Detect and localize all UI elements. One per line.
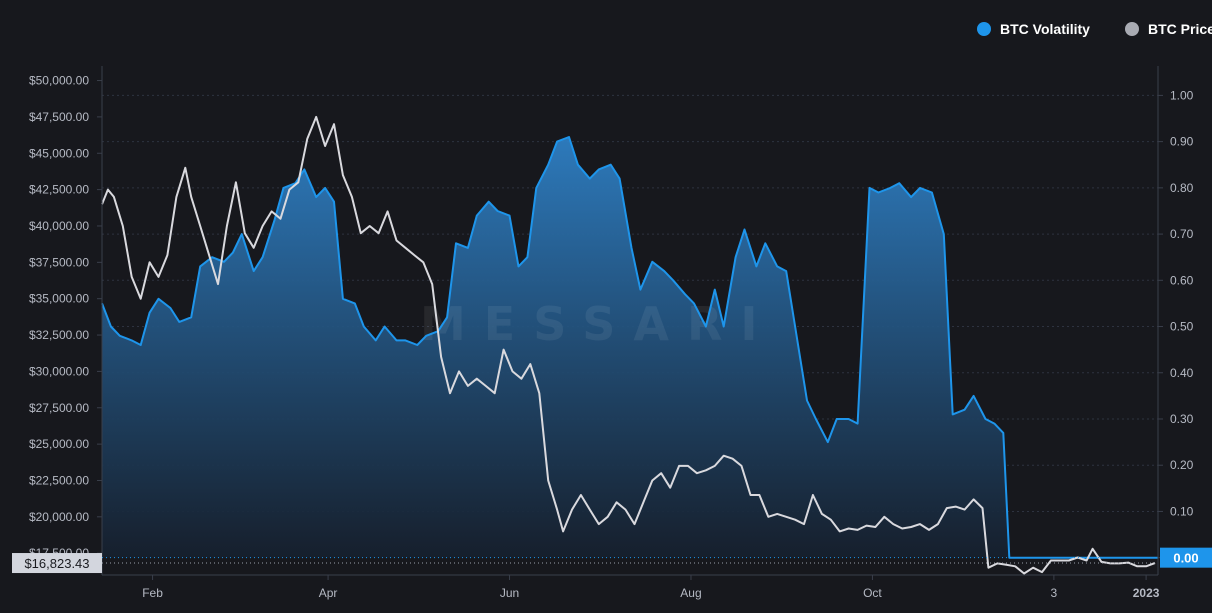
last-price-badge-label: $16,823.43 xyxy=(24,556,89,571)
left-axis-tick-label: $37,500.00 xyxy=(29,255,89,269)
right-axis: 0.000.100.200.300.400.500.600.700.800.90… xyxy=(1157,66,1194,575)
right-axis-tick-label: 0.50 xyxy=(1170,320,1194,334)
right-axis-tick-label: 0.10 xyxy=(1170,504,1194,518)
x-axis: Feb Apr Jun Aug Oct 3 2023 xyxy=(102,574,1160,600)
x-axis-tick-label: Aug xyxy=(680,586,701,600)
price-legend-dot xyxy=(1125,22,1139,36)
left-axis-tick-label: $50,000.00 xyxy=(29,74,89,88)
x-axis-tick-label: 3 xyxy=(1051,586,1058,600)
volatility-legend-dot xyxy=(977,22,991,36)
x-axis-tick-label: 2023 xyxy=(1133,586,1160,600)
right-axis-tick-label: 0.30 xyxy=(1170,412,1194,426)
right-axis-tick-label: 1.00 xyxy=(1170,88,1194,102)
left-axis-tick-label: $35,000.00 xyxy=(29,292,89,306)
left-axis-tick-label: $47,500.00 xyxy=(29,110,89,124)
price-line xyxy=(101,115,1156,575)
legend-item-price[interactable]: BTC Price xyxy=(1125,21,1212,37)
x-axis-tick-label: Jun xyxy=(500,586,519,600)
legend: BTC Volatility BTC Price xyxy=(977,21,1212,37)
left-axis-tick-label: $25,000.00 xyxy=(29,437,89,451)
right-axis-tick-label: 0.60 xyxy=(1170,273,1194,287)
volatility-legend-label: BTC Volatility xyxy=(1000,21,1090,37)
price-legend-label: BTC Price xyxy=(1148,21,1212,37)
left-axis-tick-label: $22,500.00 xyxy=(29,473,89,487)
series-lines xyxy=(101,115,1158,575)
last-price-badge xyxy=(12,553,102,574)
legend-item-volatility[interactable]: BTC Volatility xyxy=(977,21,1090,37)
left-axis-tick-label: $20,000.00 xyxy=(29,510,89,524)
right-axis-tick-label: 0.90 xyxy=(1170,135,1194,149)
volatility-area xyxy=(102,137,1158,558)
left-axis-tick-label: $30,000.00 xyxy=(29,364,89,378)
left-axis-tick-label: $45,000.00 xyxy=(29,146,89,160)
left-axis-tick-label: $40,000.00 xyxy=(29,219,89,233)
left-axis-tick-label: $42,500.00 xyxy=(29,183,89,197)
x-axis-tick-label: Oct xyxy=(863,586,882,600)
left-axis-tick-label: $27,500.00 xyxy=(29,401,89,415)
last-volatility-badge-label: 0.00 xyxy=(1173,551,1198,566)
right-axis-tick-label: 0.80 xyxy=(1170,181,1194,195)
right-axis-tick-label: 0.20 xyxy=(1170,458,1194,472)
x-axis-tick-label: Apr xyxy=(319,586,338,600)
last-volatility-badge xyxy=(1160,547,1212,568)
watermark: MESSARI xyxy=(420,297,776,351)
x-axis-tick-label: Feb xyxy=(142,586,163,600)
right-axis-tick-label: 0.70 xyxy=(1170,227,1194,241)
left-axis: $17,500.00$20,000.00$22,500.00$25,000.00… xyxy=(29,66,103,575)
volatility-line xyxy=(101,136,1158,559)
volatility-area-fill xyxy=(102,137,1158,558)
left-axis-tick-label: $32,500.00 xyxy=(29,328,89,342)
last-value-badges: $16,823.43 0.00 xyxy=(12,547,1212,574)
right-axis-tick-label: 0.40 xyxy=(1170,366,1194,380)
